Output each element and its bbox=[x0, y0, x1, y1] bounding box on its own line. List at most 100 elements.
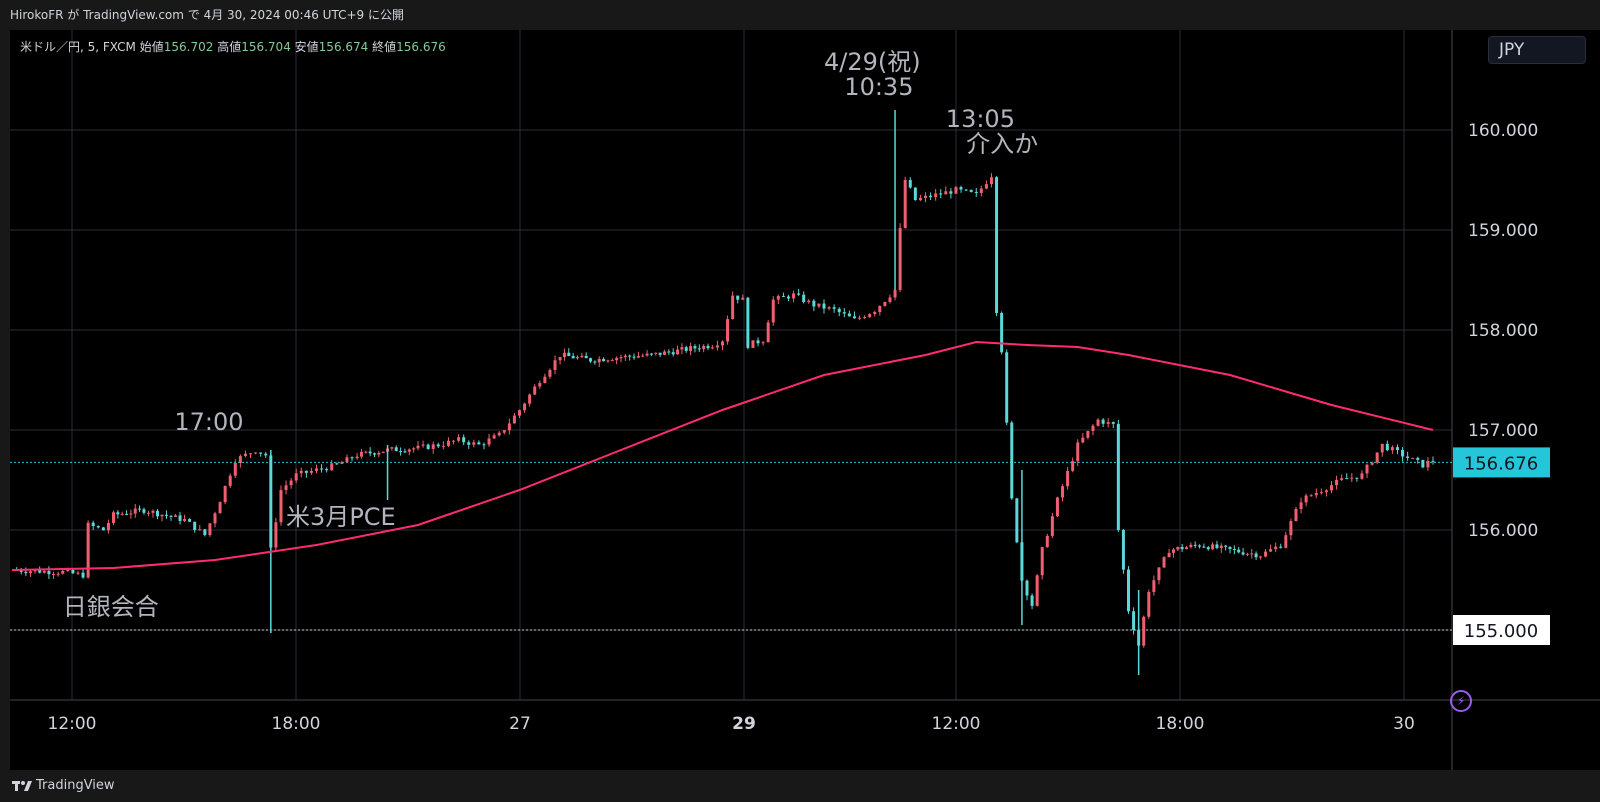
candle-body bbox=[355, 456, 359, 459]
candle-body bbox=[1355, 477, 1359, 479]
candle-body bbox=[761, 342, 765, 344]
candle-body bbox=[492, 435, 496, 439]
candle-body bbox=[721, 341, 724, 346]
candle-body bbox=[615, 357, 619, 361]
symbol-label[interactable]: 米ドル／円, 5, FXCM bbox=[20, 40, 136, 54]
candle-body bbox=[335, 463, 339, 465]
candle-body bbox=[934, 193, 938, 198]
candle-body bbox=[412, 448, 416, 450]
candle-body bbox=[1258, 556, 1262, 558]
x-tick-label: 18:00 bbox=[272, 714, 321, 734]
candle-body bbox=[1152, 580, 1156, 592]
candle-body bbox=[1360, 473, 1364, 479]
candle-body bbox=[842, 312, 846, 314]
candle-body bbox=[817, 303, 821, 307]
candle-body bbox=[939, 193, 943, 195]
candle-body bbox=[169, 515, 173, 517]
candle-body bbox=[467, 442, 471, 445]
price-chart[interactable]: 160.000 159.000 158.000 157.000 156.000 155.0… bbox=[0, 0, 1600, 770]
candle-body bbox=[133, 508, 137, 514]
candle-body bbox=[632, 356, 636, 358]
lightning-icon[interactable]: ⚡ bbox=[1450, 690, 1472, 712]
candle-body bbox=[1005, 352, 1009, 423]
candle-body bbox=[1245, 553, 1249, 555]
price-scale[interactable] bbox=[1452, 30, 1600, 700]
candle-body bbox=[602, 358, 606, 362]
candle-body bbox=[472, 442, 476, 445]
currency-selector[interactable]: JPY bbox=[1488, 36, 1586, 64]
candle-body bbox=[446, 440, 450, 446]
candle-body bbox=[645, 353, 649, 356]
candle-body bbox=[1066, 470, 1070, 487]
candle-body bbox=[538, 382, 542, 387]
x-tick-label: 18:00 bbox=[1156, 714, 1205, 734]
candle-body bbox=[593, 361, 597, 363]
candle-body bbox=[623, 355, 627, 358]
candle-body bbox=[38, 569, 42, 573]
candle-body bbox=[1330, 485, 1333, 491]
candle-body bbox=[766, 322, 770, 343]
candle-body bbox=[654, 352, 658, 354]
candle-body bbox=[888, 297, 892, 302]
candle-body bbox=[228, 475, 232, 486]
candle-body bbox=[1142, 616, 1146, 646]
candle-body bbox=[786, 296, 790, 299]
plot-area[interactable] bbox=[10, 30, 1452, 700]
candle-body bbox=[364, 451, 368, 453]
candle-body bbox=[726, 319, 730, 342]
current-price-label-bg bbox=[1453, 447, 1550, 478]
candle-body bbox=[852, 316, 856, 319]
candle-body bbox=[1289, 521, 1293, 536]
candle-body bbox=[658, 352, 662, 355]
candle-body bbox=[1237, 549, 1241, 553]
x-tick-label: 30 bbox=[1393, 714, 1415, 734]
candle-body bbox=[452, 440, 456, 442]
candle-body bbox=[1228, 546, 1232, 549]
candle-body bbox=[274, 522, 278, 548]
candle-body bbox=[330, 463, 334, 471]
candle-body bbox=[1324, 490, 1328, 493]
low-label: 安値 bbox=[294, 40, 319, 54]
candle-body bbox=[243, 453, 247, 457]
candle-body bbox=[736, 295, 740, 300]
candle-body bbox=[249, 453, 253, 455]
time-scale[interactable] bbox=[10, 700, 1600, 770]
candle-body bbox=[1340, 478, 1344, 480]
candle-body bbox=[1431, 460, 1435, 462]
candle-body bbox=[1030, 595, 1034, 606]
candle-body bbox=[165, 514, 169, 516]
candle-body bbox=[741, 297, 745, 300]
candle-body bbox=[731, 295, 735, 320]
candle-body bbox=[589, 358, 593, 362]
candle-body bbox=[403, 451, 407, 453]
candle-body bbox=[1370, 462, 1374, 465]
candle-body bbox=[47, 570, 51, 575]
candle-body bbox=[1162, 557, 1166, 568]
candle-body bbox=[101, 527, 105, 531]
y-tick-label: 157.000 bbox=[1468, 421, 1538, 441]
candle-body bbox=[320, 468, 324, 470]
candle-body bbox=[512, 415, 516, 424]
candle-body bbox=[340, 462, 344, 464]
candle-body bbox=[1132, 611, 1136, 630]
candle-body bbox=[1061, 486, 1065, 498]
candle-body bbox=[81, 572, 85, 578]
candle-body bbox=[995, 177, 999, 313]
candle-body bbox=[558, 356, 562, 361]
candle-body bbox=[878, 305, 882, 312]
candle-body bbox=[847, 313, 851, 317]
candle-body bbox=[797, 293, 801, 295]
candle-body bbox=[663, 351, 666, 355]
candle-body bbox=[873, 311, 877, 315]
high-label: 高値 bbox=[217, 40, 242, 54]
candle-body bbox=[264, 453, 268, 456]
candle-body bbox=[254, 452, 258, 454]
candle-body bbox=[1055, 497, 1059, 517]
candle-body bbox=[120, 513, 124, 515]
moving-average-line bbox=[11, 340, 1434, 571]
candle-body bbox=[42, 570, 46, 573]
candle-body bbox=[832, 307, 836, 309]
candle-body bbox=[984, 184, 988, 189]
candle-body bbox=[294, 473, 298, 481]
